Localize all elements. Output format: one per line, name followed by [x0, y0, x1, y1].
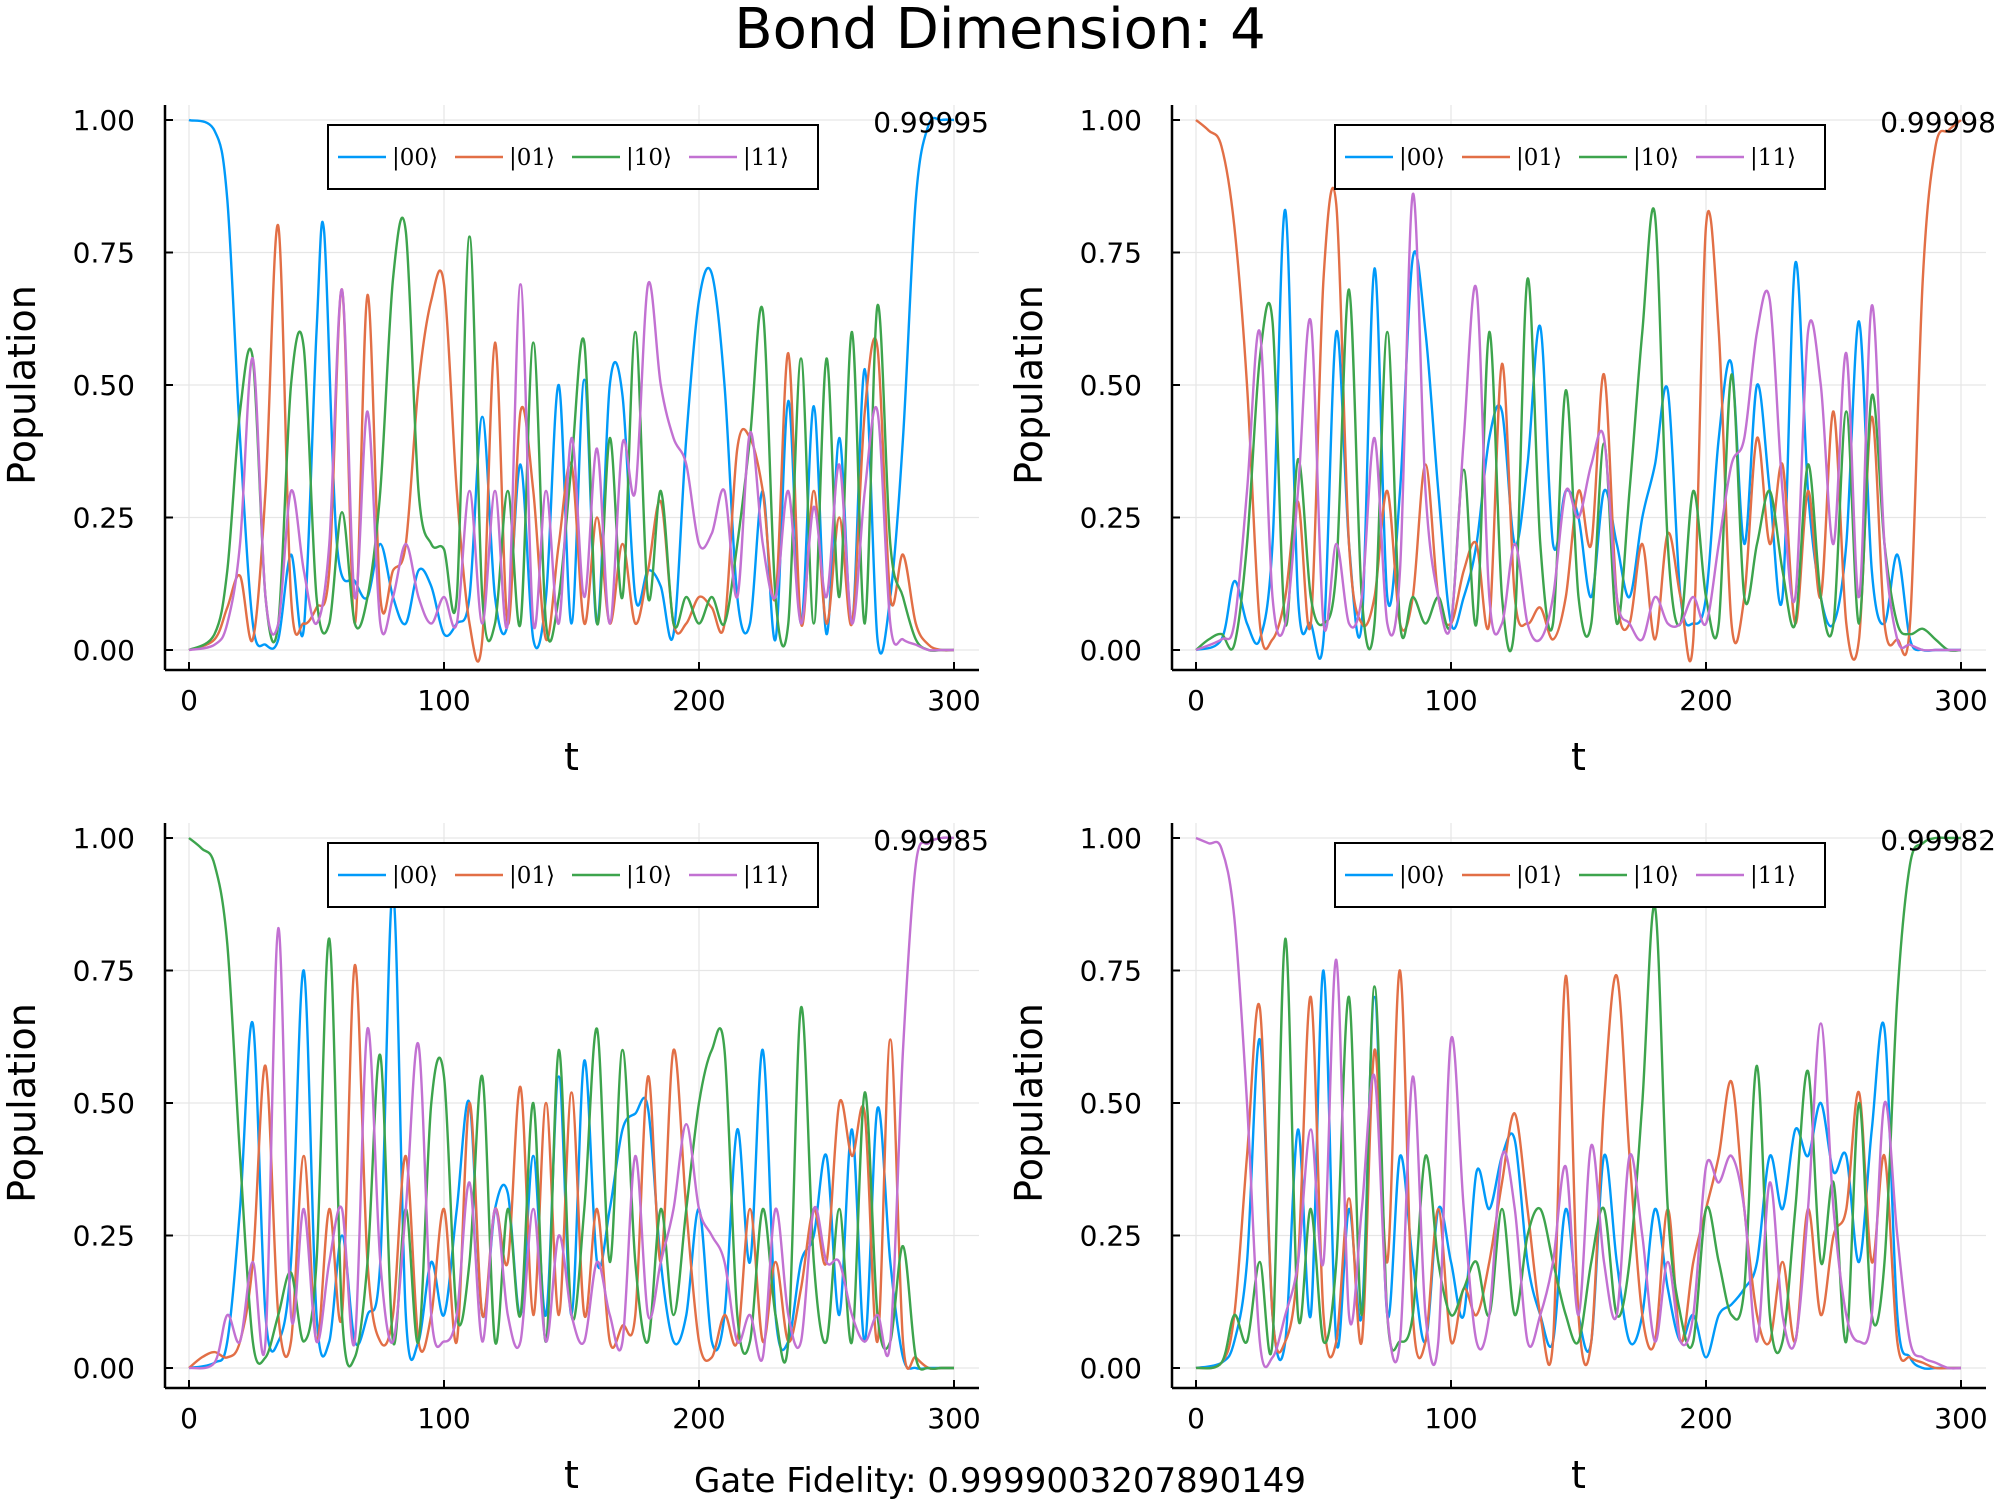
legend-label-0: |00⟩ — [1399, 863, 1445, 889]
y-tick-label: 0.00 — [73, 634, 135, 667]
y-tick-label: 0.75 — [1080, 237, 1142, 270]
legend: |00⟩ |01⟩ |10⟩ |11⟩ — [327, 842, 819, 908]
legend-label-0: |00⟩ — [392, 145, 438, 171]
legend: |00⟩ |01⟩ |10⟩ |11⟩ — [1334, 124, 1826, 190]
subplot-1: 0 100 200 300 0.00 0.25 0.50 0.75 1.00 t Populatio… — [0, 104, 989, 779]
series-line-2 — [1195, 836, 1961, 1370]
legend-label-3: |11⟩ — [1750, 863, 1796, 889]
gate-fidelity-label: Gate Fidelity: 0.9999003207890149 — [694, 1461, 1306, 1500]
y-tick-label: 0.75 — [73, 237, 135, 270]
y-tick-label: 0.75 — [73, 955, 135, 988]
y-axis-label: Population — [0, 285, 44, 485]
y-tick-label: 0.50 — [1080, 1087, 1142, 1120]
x-tick-label: 300 — [1934, 1402, 1987, 1435]
x-tick-label: 300 — [1934, 684, 1987, 717]
x-tick-label: 100 — [417, 684, 470, 717]
x-axis-label: t — [1571, 735, 1586, 779]
x-tick-label: 100 — [1424, 1402, 1477, 1435]
legend-label-2: |10⟩ — [626, 145, 672, 171]
legend: |00⟩ |01⟩ |10⟩ |11⟩ — [327, 124, 819, 190]
legend: |00⟩ |01⟩ |10⟩ |11⟩ — [1334, 842, 1826, 908]
x-tick-label: 200 — [672, 684, 725, 717]
series-line-1 — [1195, 969, 1961, 1370]
legend-label-3: |11⟩ — [743, 863, 789, 889]
legend-label-2: |10⟩ — [1633, 863, 1679, 889]
y-tick-label: 0.25 — [73, 502, 135, 535]
y-tick-label: 0.00 — [73, 1352, 135, 1385]
y-tick-label: 1.00 — [73, 822, 135, 855]
y-tick-label: 1.00 — [1080, 104, 1142, 137]
legend-label-1: |01⟩ — [509, 145, 555, 171]
series-line-3 — [188, 836, 955, 1370]
y-tick-label: 0.00 — [1080, 634, 1142, 667]
fidelity-annotation: 0.99998 — [1880, 106, 1996, 139]
x-tick-label: 300 — [927, 684, 980, 717]
x-tick-label: 100 — [1424, 684, 1477, 717]
fidelity-annotation: 0.99985 — [873, 824, 989, 857]
series-line-0 — [188, 889, 954, 1370]
figure-title: Bond Dimension: 4 — [734, 0, 1265, 62]
y-tick-label: 0.50 — [73, 369, 135, 402]
y-tick-label: 0.00 — [1080, 1352, 1142, 1385]
legend-label-2: |10⟩ — [626, 863, 672, 889]
series-line-1 — [188, 963, 954, 1370]
x-tick-label: 200 — [1679, 684, 1732, 717]
legend-label-3: |11⟩ — [1750, 145, 1796, 171]
y-tick-label: 1.00 — [1080, 822, 1142, 855]
series-line-3 — [1195, 192, 1961, 652]
x-axis-label: t — [564, 1453, 579, 1497]
x-tick-label: 200 — [1679, 1402, 1732, 1435]
x-tick-label: 0 — [1187, 1402, 1205, 1435]
y-tick-label: 0.75 — [1080, 955, 1142, 988]
y-axis-label: Population — [0, 1003, 44, 1203]
series-line-2 — [188, 837, 954, 1371]
legend-label-0: |00⟩ — [1399, 145, 1445, 171]
legend-label-1: |01⟩ — [1516, 863, 1562, 889]
y-tick-label: 1.00 — [73, 104, 135, 137]
x-tick-label: 300 — [927, 1402, 980, 1435]
x-axis-label: t — [564, 735, 579, 779]
subplot-4: 0 100 200 300 0.00 0.25 0.50 0.75 1.00 t Populatio… — [1007, 822, 1996, 1497]
subplot-3: 0 100 200 300 0.00 0.25 0.50 0.75 1.00 t Populatio… — [0, 822, 989, 1497]
legend-label-0: |00⟩ — [392, 863, 438, 889]
y-tick-label: 0.25 — [1080, 1220, 1142, 1253]
series-line-2 — [1195, 207, 1962, 653]
x-tick-label: 200 — [672, 1402, 725, 1435]
y-axis-label: Population — [1007, 1003, 1051, 1203]
series-line-2 — [188, 216, 954, 652]
x-tick-label: 0 — [1187, 684, 1205, 717]
x-tick-label: 0 — [180, 684, 198, 717]
x-tick-label: 100 — [417, 1402, 470, 1435]
y-tick-label: 0.25 — [1080, 502, 1142, 535]
legend-label-3: |11⟩ — [743, 145, 789, 171]
y-tick-label: 0.50 — [1080, 369, 1142, 402]
legend-label-1: |01⟩ — [509, 863, 555, 889]
y-tick-label: 0.25 — [73, 1220, 135, 1253]
fidelity-annotation: 0.99995 — [873, 106, 989, 139]
y-axis-label: Population — [1007, 285, 1051, 485]
legend-label-1: |01⟩ — [1516, 145, 1562, 171]
subplot-2: 0 100 200 300 0.00 0.25 0.50 0.75 1.00 t Populatio… — [1007, 104, 1996, 779]
x-axis-label: t — [1571, 1453, 1586, 1497]
legend-label-2: |10⟩ — [1633, 145, 1679, 171]
y-tick-label: 0.50 — [73, 1087, 135, 1120]
x-tick-label: 0 — [180, 1402, 198, 1435]
series-line-1 — [1195, 119, 1962, 663]
fidelity-annotation: 0.99982 — [1880, 824, 1996, 857]
series-line-3 — [1195, 836, 1962, 1370]
series-line-3 — [188, 280, 954, 652]
